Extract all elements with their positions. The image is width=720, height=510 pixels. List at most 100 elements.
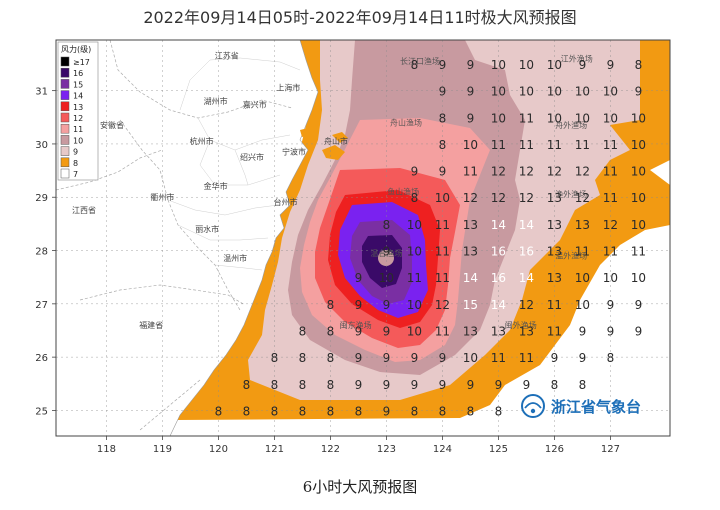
wind-force-value: 13 [547, 271, 562, 285]
wind-force-value: 11 [603, 138, 618, 152]
wind-force-value: 10 [547, 58, 562, 72]
legend-label: 14 [73, 92, 83, 101]
place-label: 安徽省 [100, 120, 124, 130]
wind-force-value: 10 [407, 298, 422, 312]
lon-tick-label: 120 [209, 444, 228, 455]
place-label: 闽外渔场 [505, 320, 537, 330]
lat-tick-label: 29 [35, 193, 48, 204]
place-label: 舟外渔场 [555, 120, 587, 130]
wind-force-value: 11 [435, 271, 450, 285]
wind-force-value: 10 [435, 191, 450, 205]
legend: 风力(级) ≥17 16 15 14 13 12 11 10 9 8 7 [57, 41, 99, 181]
wind-force-value: 10 [603, 85, 618, 99]
wind-forecast-map: 118 119 120 121 122 123 124 125 126 127 313029282… [35, 39, 671, 455]
wind-force-value: 8 [467, 404, 475, 418]
place-label: 台州市 [274, 197, 298, 207]
wind-force-value: 8 [271, 404, 279, 418]
place-label: 鱼山渔场 [387, 187, 419, 197]
wind-force-value: 11 [491, 138, 506, 152]
wind-force-value: 8 [579, 378, 587, 392]
graticule [56, 40, 670, 436]
wind-force-value: 13 [491, 324, 506, 338]
wind-force-value: 10 [575, 85, 590, 99]
place-label: 衢州市 [150, 192, 174, 202]
wind-force-value: 8 [635, 58, 643, 72]
legend-label: ≥17 [73, 58, 90, 67]
wind-force-value: 9 [439, 351, 447, 365]
wind-force-value: 10 [631, 191, 646, 205]
place-label: 长江口渔场 [400, 56, 440, 66]
wind-force-value: 9 [607, 324, 615, 338]
lat-tick-label: 27 [35, 300, 48, 311]
meteorology-logo-icon [521, 394, 545, 418]
lat-tick-label: 28 [35, 247, 48, 258]
lon-tick-label: 124 [433, 444, 452, 455]
place-label: 杭州市 [190, 136, 214, 146]
wind-force-value: 13 [463, 245, 478, 259]
wind-force-value: 9 [383, 324, 391, 338]
wind-force-value: 8 [299, 351, 307, 365]
legend-swatch [60, 56, 70, 67]
legend-swatch [60, 135, 70, 145]
wind-force-value: 11 [463, 165, 478, 179]
wind-force-value: 10 [519, 58, 534, 72]
wind-force-value: 9 [607, 58, 615, 72]
place-label: 湖州市 [204, 96, 228, 106]
legend-swatch [60, 168, 70, 179]
wind-force-value: 8 [327, 351, 335, 365]
wind-force-value: 10 [407, 324, 422, 338]
latitude-ticks: 31 30 29 28 27 26 25 [35, 87, 56, 417]
wind-force-value: 11 [575, 245, 590, 259]
wind-force-value: 9 [439, 58, 447, 72]
wind-force-value: 11 [631, 245, 646, 259]
lon-tick-label: 121 [265, 444, 284, 455]
wind-force-value: 14 [519, 218, 534, 232]
legend-swatch [60, 123, 70, 134]
wind-force-value: 11 [547, 298, 562, 312]
place-label: 温台渔场 [370, 248, 402, 258]
wind-force-value: 8 [411, 191, 419, 205]
wind-force-value: 14 [491, 298, 506, 312]
legend-label: 11 [73, 125, 83, 134]
wind-force-value: 13 [575, 218, 590, 232]
figure-caption: 6小时大风预报图 [302, 478, 418, 496]
wind-force-value: 9 [383, 378, 391, 392]
wind-force-value: 9 [467, 58, 475, 72]
wind-force-value: 10 [407, 218, 422, 232]
wind-force-value: 16 [491, 245, 506, 259]
legend-title: 风力(级) [61, 44, 91, 54]
lon-tick-label: 127 [601, 444, 620, 455]
wind-force-value: 13 [547, 218, 562, 232]
wind-force-value: 9 [439, 378, 447, 392]
wind-force-value: 8 [215, 404, 223, 418]
wind-force-value: 8 [243, 404, 251, 418]
wind-force-value: 10 [603, 271, 618, 285]
wind-force-value: 12 [435, 298, 450, 312]
wind-force-value: 9 [495, 378, 503, 392]
wind-force-value: 9 [579, 324, 587, 338]
wind-force-value: 14 [463, 271, 478, 285]
wind-force-value: 11 [519, 111, 534, 125]
wind-force-value: 10 [463, 138, 478, 152]
wind-force-value: 8 [411, 58, 419, 72]
legend-swatch [60, 90, 70, 100]
legend-label: 16 [73, 69, 83, 78]
place-label: 福建省 [139, 320, 163, 330]
lon-tick-label: 119 [153, 444, 172, 455]
wind-force-value: 11 [435, 324, 450, 338]
wind-force-value: 8 [383, 218, 391, 232]
wind-force-value: 8 [299, 404, 307, 418]
wind-force-value: 10 [631, 271, 646, 285]
wind-force-value: 8 [299, 378, 307, 392]
wind-force-value: 9 [579, 58, 587, 72]
legend-label: 10 [73, 136, 83, 145]
wind-force-value: 9 [355, 324, 363, 338]
place-label: 宁波市 [282, 147, 306, 157]
legend-label: 7 [73, 170, 78, 179]
wind-force-value: 9 [383, 404, 391, 418]
legend-swatch [60, 157, 70, 168]
wind-force-value: 10 [547, 111, 562, 125]
lat-tick-label: 31 [35, 87, 48, 98]
wind-force-value: 10 [519, 85, 534, 99]
